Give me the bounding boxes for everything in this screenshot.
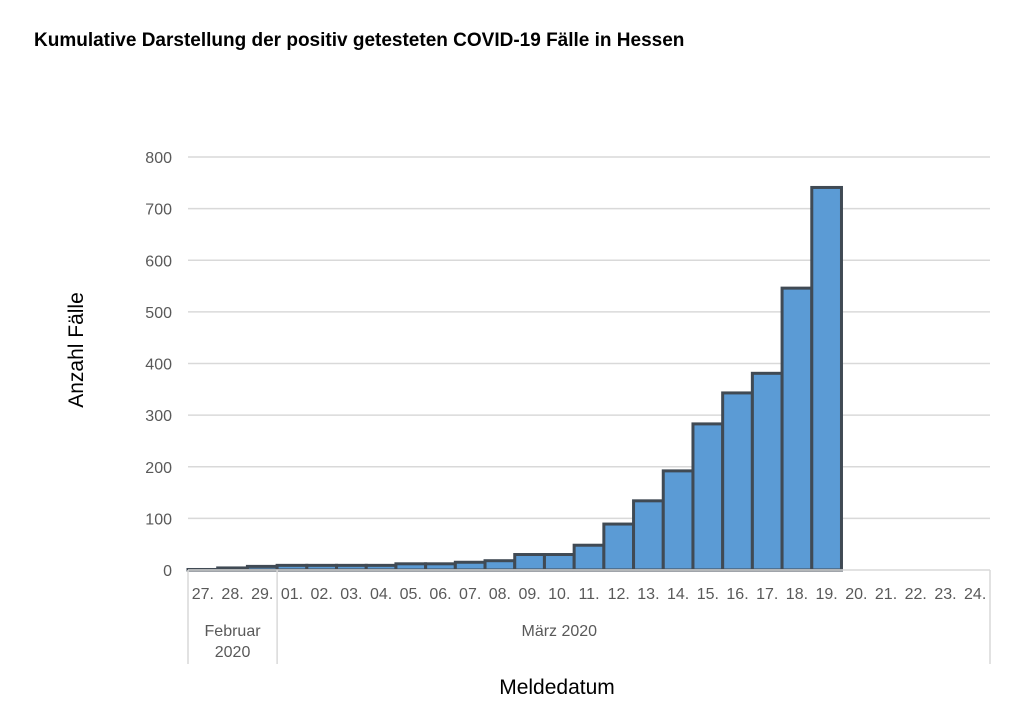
y-tick-label: 400 [145,357,172,374]
bar [394,562,428,572]
bar [810,185,843,572]
x-tick-label: 01. [281,586,303,603]
x-tick-label: 28. [221,586,243,603]
bar [572,543,606,572]
x-tick-label: 13. [637,586,659,603]
group-label: März 2020 [521,623,597,640]
bar [424,562,457,572]
x-tick-label: 18. [786,586,808,603]
bar [750,371,784,572]
y-tick-label: 500 [145,305,172,322]
y-tick-label: 800 [145,150,172,167]
x-tick-label: 03. [340,586,362,603]
y-tick-label: 200 [145,460,172,477]
y-tick-label: 100 [145,511,172,528]
x-tick-label: 29. [251,586,273,603]
x-tick-label: 11. [578,586,599,603]
group-label: Februar [205,623,262,640]
bar [691,422,725,572]
x-tick-label: 08. [489,586,511,603]
x-tick-label: 02. [311,586,333,603]
y-tick-label: 0 [163,563,172,580]
x-tick-label: 04. [370,586,392,603]
x-tick-label: 20. [845,586,867,603]
x-tick-label: 06. [429,586,451,603]
y-tick-label: 300 [145,408,172,425]
bar [780,286,814,572]
y-tick-label: 700 [145,202,172,219]
x-tick-label: 07. [459,586,481,603]
x-tick-label: 16. [726,586,748,603]
x-tick-label: 17. [756,586,778,603]
y-tick-label: 600 [145,253,172,270]
bar [513,553,546,572]
bar [453,560,487,572]
x-tick-label: 05. [400,586,422,603]
bar [721,391,754,572]
x-tick-label: 10. [548,586,570,603]
x-tick-label: 14. [667,586,689,603]
group-label: 2020 [215,644,251,661]
bar [602,522,636,572]
x-tick-label: 24. [964,586,986,603]
bar [542,553,576,572]
bar [632,499,665,572]
x-tick-label: 27. [192,586,214,603]
x-tick-label: 22. [905,586,927,603]
x-tick-label: 12. [608,586,630,603]
chart-title: Kumulative Darstellung der positiv getes… [34,30,685,51]
x-tick-label: 09. [518,586,540,603]
bar [483,559,517,572]
x-tick-label: 15. [697,586,719,603]
x-tick-label: 23. [934,586,956,603]
bar [661,469,695,572]
x-axis-label: Meldedatum [499,676,615,699]
x-tick-label: 21. [875,586,897,603]
x-tick-label: 19. [816,586,838,603]
